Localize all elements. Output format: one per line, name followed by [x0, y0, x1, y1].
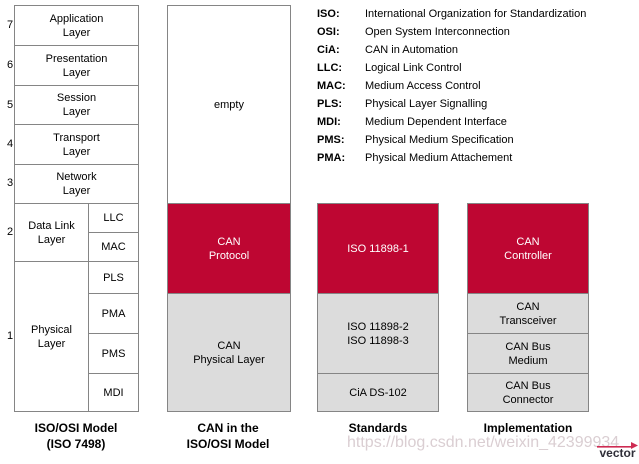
legend-row-llc: LLC: Logical Link Control	[317, 59, 586, 77]
legend-abbr: OSI:	[317, 26, 340, 38]
osi-layer-transport: Transport Layer	[14, 124, 139, 165]
osi-sublayer-pls: PLS	[88, 261, 139, 294]
standard-iso-11898-1-box: ISO 11898-1	[317, 203, 439, 294]
impl-can-controller-box: CAN Controller	[467, 203, 589, 294]
legend-meaning: Physical Medium Attachement	[365, 152, 513, 164]
impl-can-bus-medium-box: CAN Bus Medium	[467, 333, 589, 374]
vector-logo-arrow-icon	[597, 442, 638, 449]
osi-layer-number-7: 7	[6, 19, 14, 31]
osi-layer-application: Application Layer	[14, 5, 139, 46]
legend-abbr: PMS:	[317, 134, 345, 146]
standard-cia-ds-102-box: CiA DS-102	[317, 373, 439, 412]
legend-meaning: CAN in Automation	[365, 44, 458, 56]
impl-can-transceiver-box: CAN Transceiver	[467, 293, 589, 334]
legend-abbr: MAC:	[317, 80, 346, 92]
osi-layer-presentation: Presentation Layer	[14, 45, 139, 86]
legend-meaning: Medium Dependent Interface	[365, 116, 507, 128]
can-empty-box: empty	[167, 5, 291, 204]
osi-layer-datalink: Data Link Layer	[14, 203, 89, 262]
caption-standards: Standards	[348, 421, 408, 435]
vector-logo: vector	[597, 441, 638, 459]
legend-row-pms: PMS: Physical Medium Specification	[317, 131, 586, 149]
osi-sublayer-mac: MAC	[88, 232, 139, 262]
osi-layer-number-5: 5	[6, 99, 14, 111]
impl-can-bus-connector-box: CAN Bus Connector	[467, 373, 589, 412]
can-protocol-box: CAN Protocol	[167, 203, 291, 294]
can-physical-layer-box: CAN Physical Layer	[167, 293, 291, 412]
legend-meaning: Physical Layer Signalling	[365, 98, 488, 110]
legend-row-iso: ISO: International Organization for Stan…	[317, 5, 586, 23]
osi-layer-number-4: 4	[6, 138, 14, 150]
legend-meaning: International Organization for Standardi…	[365, 8, 587, 20]
legend-abbr: LLC:	[317, 62, 343, 74]
legend-row-cia: CiA: CAN in Automation	[317, 41, 586, 59]
legend-row-mdi: MDI: Medium Dependent Interface	[317, 113, 586, 131]
legend-row-osi: OSI: Open System Interconnection	[317, 23, 586, 41]
osi-layer-network: Network Layer	[14, 164, 139, 204]
osi-layer-physical: Physical Layer	[14, 261, 89, 412]
legend-meaning: Open System Interconnection	[365, 26, 510, 38]
legend-meaning: Medium Access Control	[365, 80, 481, 92]
legend-abbr: PLS:	[317, 98, 343, 110]
standard-iso-11898-2-3-box: ISO 11898-2 ISO 11898-3	[317, 293, 439, 374]
legend-abbr: ISO:	[317, 8, 340, 20]
legend-row-pma: PMA: Physical Medium Attachement	[317, 149, 586, 167]
osi-layer-number-6: 6	[6, 59, 14, 71]
osi-sublayer-llc: LLC	[88, 203, 139, 233]
osi-sublayer-pms: PMS	[88, 333, 139, 374]
osi-layer-session: Session Layer	[14, 85, 139, 125]
caption-can-osi-model: CAN in the ISO/OSI Model	[186, 421, 270, 451]
legend-abbr: MDI:	[317, 116, 341, 128]
legend-meaning: Physical Medium Specification	[365, 134, 514, 146]
legend-abbr: CiA:	[317, 44, 340, 56]
legend-meaning: Logical Link Control	[365, 62, 462, 74]
osi-sublayer-pma: PMA	[88, 293, 139, 334]
osi-layer-number-3: 3	[6, 177, 14, 189]
osi-sublayer-mdi: MDI	[88, 373, 139, 412]
osi-layer-number-1: 1	[6, 330, 14, 342]
legend-row-pls: PLS: Physical Layer Signalling	[317, 95, 586, 113]
csdn-watermark: https://blog.csdn.net/weixin_42399934	[347, 434, 620, 451]
caption-osi-model: ISO/OSI Model (ISO 7498)	[34, 421, 118, 451]
vector-logo-text: vector	[599, 446, 636, 460]
caption-implementation: Implementation	[483, 421, 573, 435]
legend-abbr: PMA:	[317, 152, 346, 164]
osi-layer-number-2: 2	[6, 226, 14, 238]
legend-row-mac: MAC: Medium Access Control	[317, 77, 586, 95]
abbreviation-legend: ISO: International Organization for Stan…	[317, 5, 586, 167]
